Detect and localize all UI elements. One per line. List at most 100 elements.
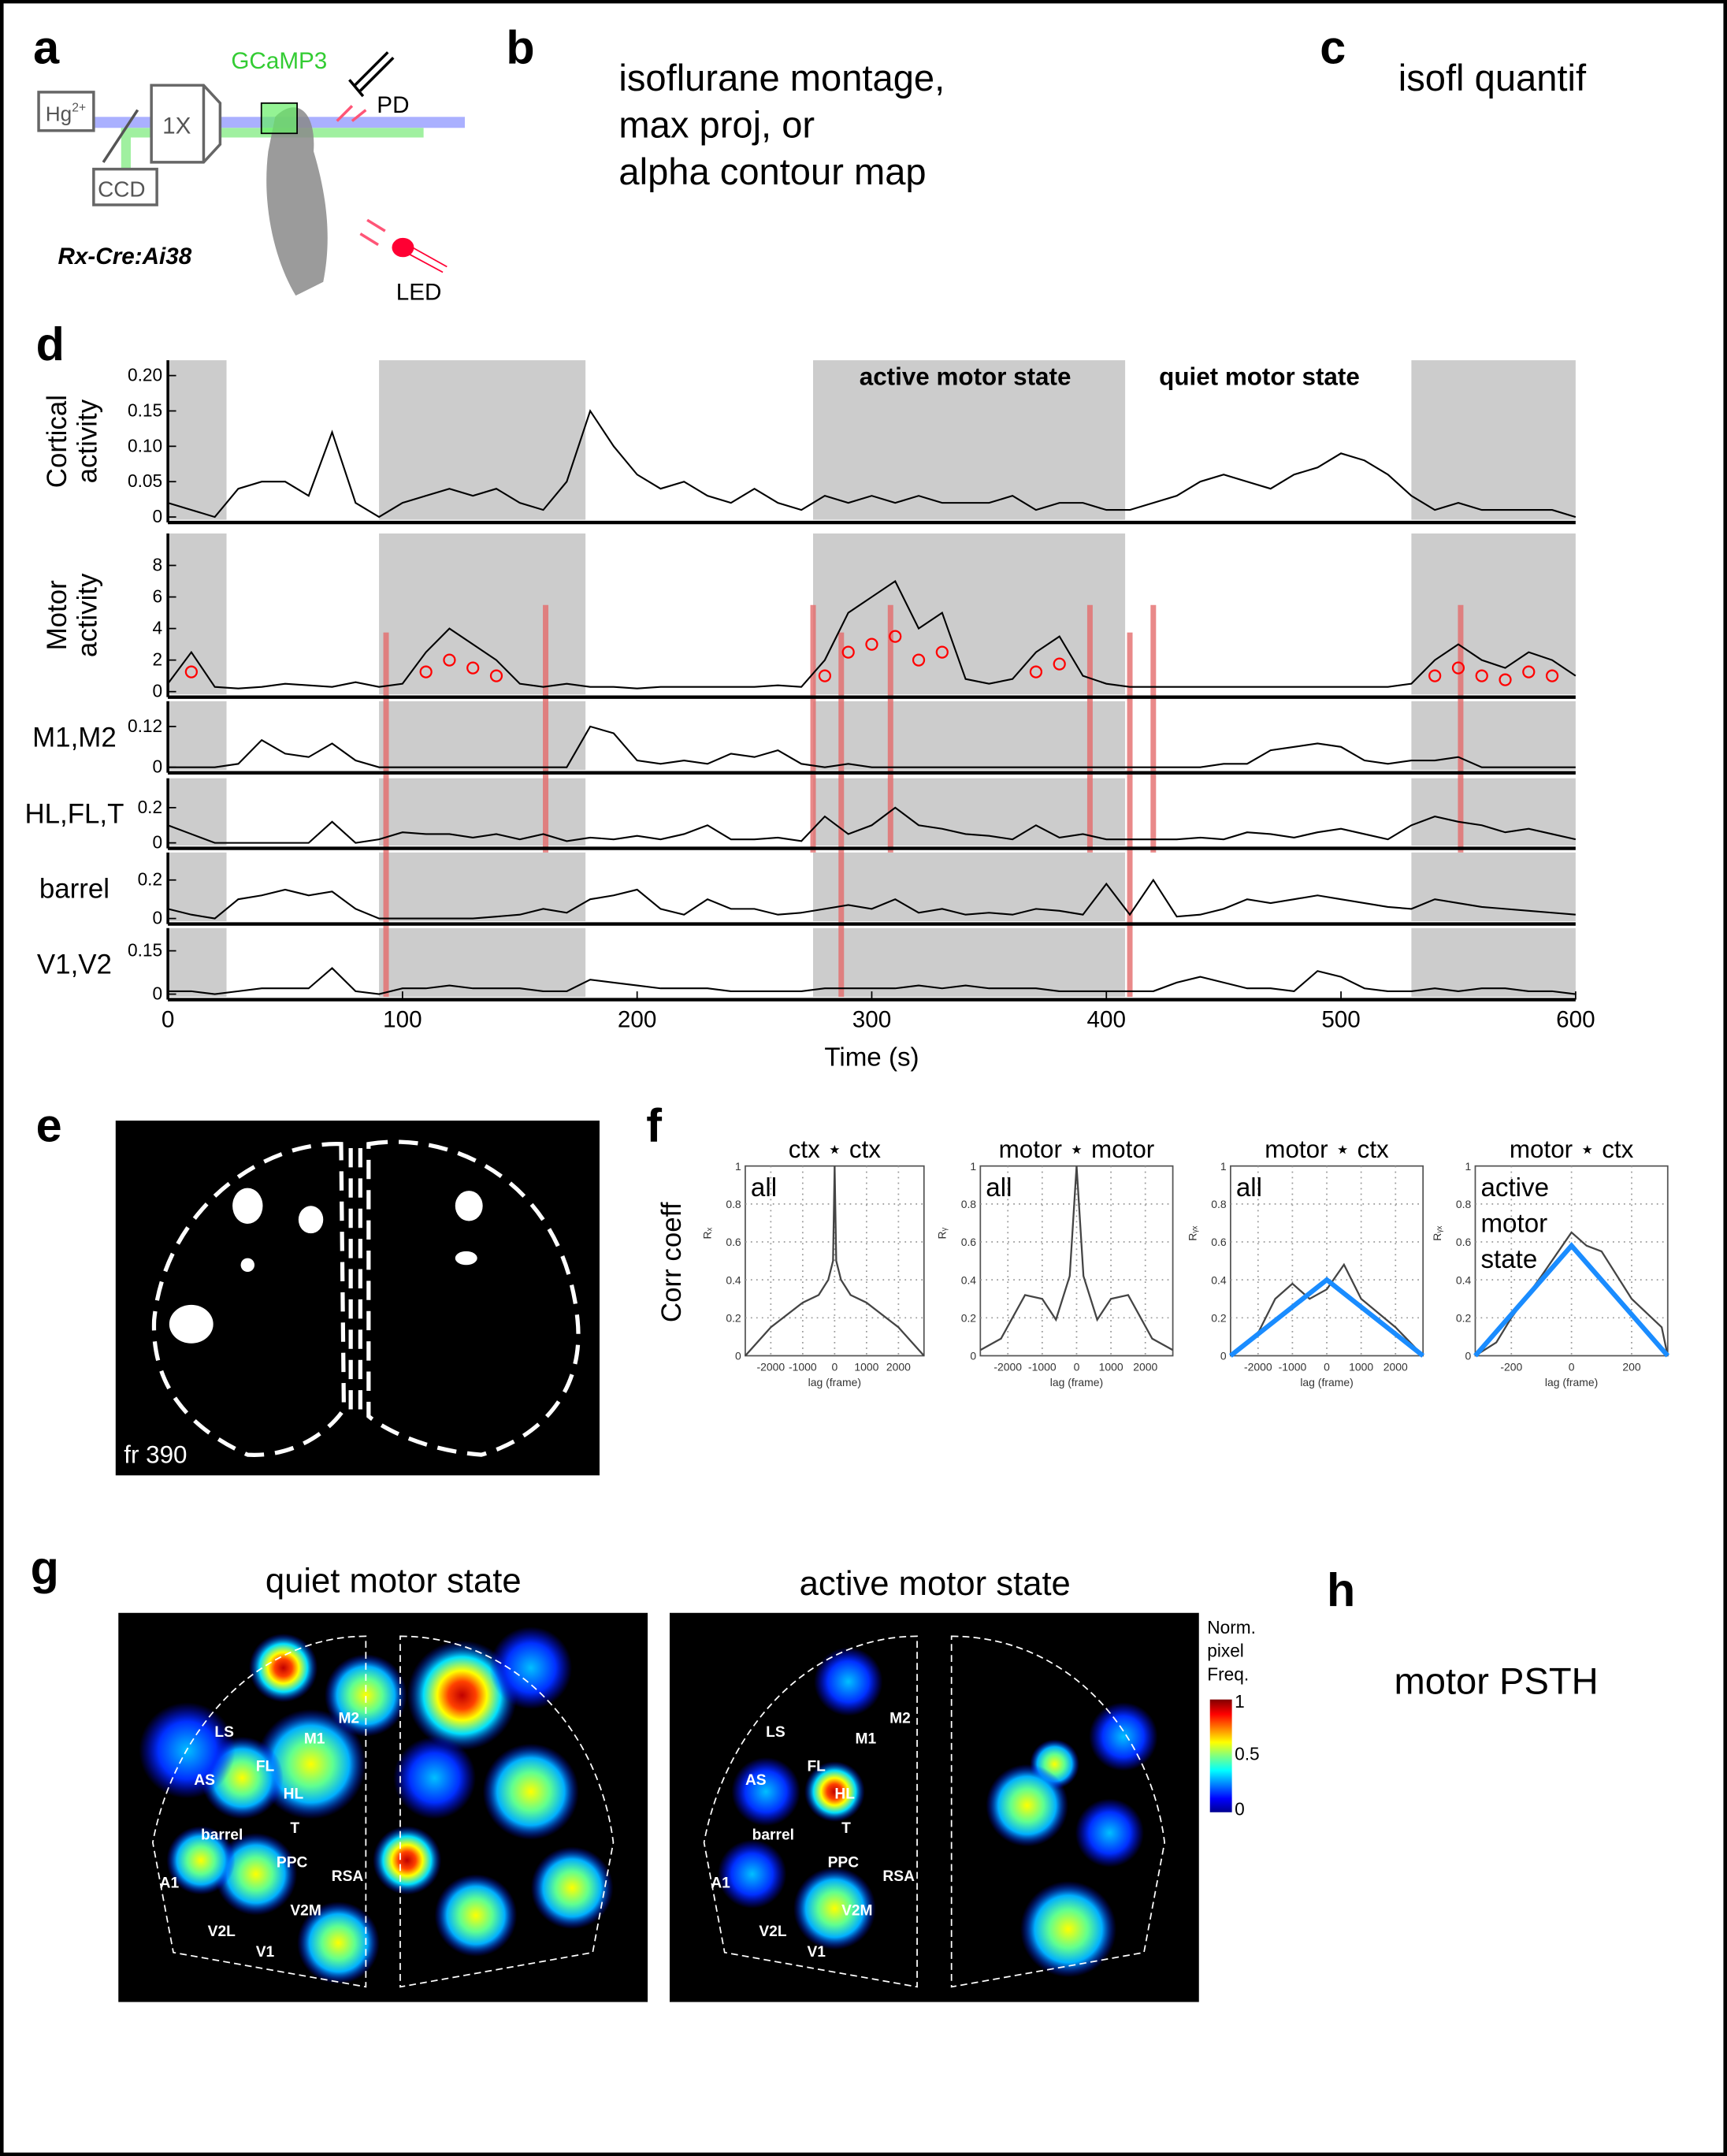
panel-c-text: isofl quantif — [1398, 57, 1587, 99]
motor-onset-marker — [184, 665, 198, 678]
motor-onset-marker — [1428, 669, 1442, 682]
activity-hotspot — [255, 1708, 366, 1820]
region-label: AS — [194, 1772, 215, 1789]
subplot-inset-label: all — [751, 1173, 777, 1203]
setup-schematic: Hg2+ 1X CCD GCaMP3 PD LED Rx-Cre:Ai38 — [37, 48, 465, 305]
x-tick-label: 1000 — [1099, 1361, 1123, 1374]
state-shading — [168, 927, 227, 998]
region-label: M1 — [304, 1731, 325, 1748]
x-tick-label: 1000 — [854, 1361, 878, 1374]
activity-hotspot — [325, 1654, 407, 1737]
y-tick-label: 0.6 — [961, 1236, 977, 1248]
strain-label: Rx-Cre:Ai38 — [58, 243, 191, 270]
y-tick-label: 8 — [152, 555, 162, 575]
region-label: LS — [214, 1724, 234, 1741]
x-tick-label: 500 — [1321, 1006, 1360, 1032]
active-blob — [298, 1206, 324, 1234]
correlation-curve — [979, 1165, 1174, 1351]
x-tick-label: 600 — [1556, 1006, 1595, 1032]
motor-onset-marker — [889, 630, 902, 643]
y-tick-label: 0.15 — [128, 400, 162, 420]
colorbar: Norm. pixel Freq. 1 0.5 0 — [1207, 1617, 1259, 1819]
correlation-curve — [745, 1165, 925, 1357]
activity-hotspot — [986, 1764, 1068, 1847]
left-hemisphere-outline — [152, 1142, 347, 1457]
y-tick-label: 2 — [152, 649, 162, 670]
x-tick-label: 0 — [1074, 1361, 1080, 1374]
motor-event-marker — [810, 604, 816, 853]
y-sublabel: Rᵧₓ — [1431, 1225, 1443, 1241]
y-tick-label: 0.20 — [128, 365, 162, 385]
x-axis-label: lag (frame) — [1050, 1376, 1103, 1388]
motor-onset-marker — [818, 669, 832, 682]
region-label: HL — [284, 1786, 304, 1802]
y-sublabel: Rₓ — [700, 1227, 713, 1239]
panel-label-a: a — [33, 20, 60, 73]
quiet-map-title: quiet motor state — [266, 1563, 522, 1600]
objective-lens — [150, 84, 222, 164]
y-tick-label: 0.6 — [726, 1236, 741, 1248]
trace-motor-activity — [167, 580, 1577, 690]
thresholded-frame-image: fr 390 — [115, 1121, 600, 1476]
motor-event-marker — [1127, 632, 1133, 998]
x-tick-label: 0 — [162, 1006, 175, 1032]
midline — [348, 1147, 362, 1417]
photodiode-label: PD — [377, 92, 409, 118]
y-tick-label: 0 — [1220, 1350, 1227, 1362]
motor-onset-marker — [489, 669, 503, 682]
activity-hotspot — [482, 1743, 579, 1840]
y-tick-label: 0.10 — [128, 435, 162, 455]
region-label: RSA — [332, 1868, 364, 1885]
activity-hotspot — [249, 1633, 318, 1703]
y-axis-label: Cortical — [42, 395, 72, 488]
x-tick-label: -2000 — [993, 1361, 1022, 1374]
panel-label-b: b — [506, 20, 534, 73]
activity-hotspot — [530, 1846, 614, 1930]
active-blob — [455, 1191, 483, 1221]
left-hemisphere-outline — [152, 1635, 367, 1988]
led-label: LED — [396, 279, 442, 305]
camera-label: CCD — [98, 177, 145, 202]
correlation-curve — [1230, 1262, 1424, 1357]
x-tick-label: 0 — [1569, 1361, 1575, 1374]
row-label: HL,FL,T — [24, 798, 124, 829]
panel-label-g: g — [31, 1541, 59, 1594]
state-shading — [1411, 927, 1576, 998]
fit-curve — [1228, 1277, 1425, 1358]
state-shading — [813, 852, 1126, 922]
x-tick-label: 200 — [1622, 1361, 1641, 1374]
led-icon — [392, 237, 414, 258]
region-label: FL — [807, 1758, 826, 1775]
panel-b-text-3: alpha contour map — [618, 151, 926, 192]
subplot-inset-label: all — [986, 1173, 1012, 1203]
trace-v1-v2 — [168, 967, 1576, 995]
row-label: V1,V2 — [37, 949, 112, 979]
subplot-inset-label: motor — [1480, 1209, 1547, 1238]
state-shading — [168, 533, 227, 695]
panel-label-h: h — [1327, 1563, 1355, 1616]
lamp-box — [37, 91, 95, 132]
activity-hotspot — [1019, 1881, 1117, 1978]
activity-hotspot — [297, 1901, 380, 1984]
motor-onset-marker — [912, 653, 926, 667]
camera-box — [92, 167, 158, 206]
region-label: HL — [834, 1786, 855, 1802]
region-label: V1 — [256, 1944, 275, 1961]
fit-curve — [1473, 1242, 1670, 1358]
x-tick-label: 2000 — [886, 1361, 911, 1374]
active-blob — [240, 1258, 255, 1273]
lamp-label: Hg2+ — [46, 101, 86, 125]
y-axis-label: activity — [72, 399, 102, 483]
x-tick-label: 300 — [852, 1006, 891, 1032]
y-tick-label: 1 — [1465, 1160, 1471, 1173]
activity-hotspot — [804, 1761, 865, 1822]
corr-coeff-axis-label: Corr coeff — [656, 1202, 687, 1322]
region-label: M2 — [338, 1710, 359, 1727]
motor-event-marker — [887, 604, 893, 853]
y-tick-label: 0.12 — [128, 716, 162, 736]
x-axis-label: lag (frame) — [808, 1376, 861, 1388]
motor-onset-marker — [1475, 669, 1488, 682]
region-label: barrel — [201, 1827, 243, 1844]
